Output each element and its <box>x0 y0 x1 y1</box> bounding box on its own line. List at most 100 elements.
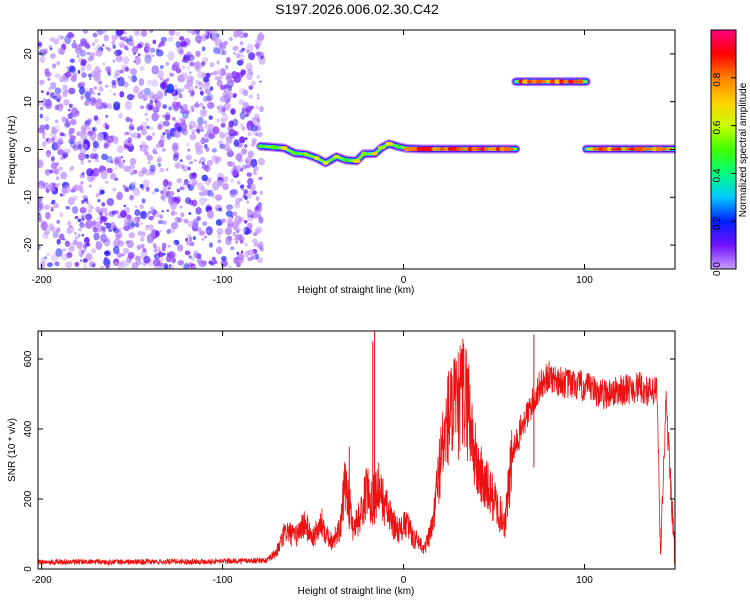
noise-speck <box>194 252 198 255</box>
noise-speck <box>79 86 85 95</box>
noise-speck <box>63 148 71 155</box>
noise-speck <box>74 232 77 235</box>
noise-speck <box>91 56 95 60</box>
noise-speck <box>217 239 222 244</box>
noise-speck <box>240 123 244 128</box>
noise-speck <box>104 180 109 184</box>
noise-speck <box>45 98 52 107</box>
noise-speck <box>38 202 43 212</box>
noise-speck <box>67 246 75 252</box>
noise-speck <box>221 255 227 262</box>
noise-speck <box>127 41 133 46</box>
noise-speck <box>136 244 142 250</box>
snr-spikes <box>348 331 535 530</box>
noise-speck <box>127 75 131 79</box>
noise-speck <box>69 58 75 64</box>
noise-speck <box>159 65 164 70</box>
noise-speck <box>62 40 66 44</box>
noise-speck <box>207 101 215 109</box>
noise-speck <box>77 233 81 238</box>
noise-speck <box>44 98 53 109</box>
noise-speck <box>124 32 127 35</box>
noise-speck <box>82 195 88 200</box>
noise-speck <box>112 44 116 49</box>
noise-speck <box>236 227 241 232</box>
noise-speck <box>43 48 48 54</box>
noise-speck <box>81 143 88 150</box>
noise-speck <box>140 141 147 148</box>
noise-speck <box>73 40 76 44</box>
noise-speck <box>203 120 208 125</box>
noise-speck <box>65 117 69 123</box>
noise-speck <box>179 105 183 110</box>
noise-speck <box>99 189 105 195</box>
noise-speck <box>92 227 98 233</box>
noise-speck <box>198 160 201 164</box>
noise-speck <box>215 194 223 201</box>
noise-speck <box>95 206 101 213</box>
noise-speck <box>146 102 154 111</box>
noise-speck <box>50 208 54 212</box>
noise-speck <box>92 126 97 133</box>
noise-speck <box>138 169 145 177</box>
noise-speck <box>177 259 185 266</box>
noise-speck <box>152 147 156 151</box>
noise-speck <box>254 172 258 176</box>
noise-speck <box>140 210 148 220</box>
noise-speck <box>123 165 131 173</box>
noise-speck <box>161 242 167 249</box>
noise-speck <box>250 80 256 86</box>
noise-speck <box>56 61 61 66</box>
noise-speck <box>59 156 64 161</box>
noise-speck <box>255 205 260 210</box>
noise-speck <box>139 204 144 210</box>
noise-speck <box>183 263 190 269</box>
noise-speck <box>195 147 203 155</box>
hot-spot <box>291 151 299 155</box>
noise-speck <box>168 263 172 268</box>
noise-speck <box>186 30 192 33</box>
noise-speck <box>129 68 138 76</box>
noise-speck <box>221 111 227 116</box>
noise-speck <box>105 222 112 230</box>
noise-speck <box>119 91 125 98</box>
noise-speck <box>208 115 213 120</box>
hot-spot <box>352 158 361 164</box>
noise-speck <box>61 253 69 261</box>
noise-speck <box>53 92 57 97</box>
noise-speck <box>119 69 124 74</box>
noise-speck <box>177 188 181 191</box>
noise-speck <box>226 78 234 88</box>
noise-speck <box>117 240 125 247</box>
noise-speck <box>199 108 207 117</box>
noise-speck <box>131 264 138 269</box>
colorbar-tick-label: 0.0 <box>712 262 723 276</box>
noise-speck <box>182 180 189 190</box>
colorbar-label: Normalized spectral amplitude <box>738 82 749 217</box>
noise-speck <box>39 113 44 119</box>
noise-speck <box>246 200 250 204</box>
noise-speck <box>187 148 191 152</box>
noise-speck <box>79 188 85 194</box>
noise-speck <box>87 208 92 214</box>
noise-speck <box>206 230 210 234</box>
noise-speck <box>180 212 185 218</box>
y-tick-label: 200 <box>23 490 34 507</box>
noise-speck <box>245 62 253 71</box>
noise-speck <box>171 251 175 256</box>
noise-speck <box>74 261 80 267</box>
noise-speck <box>247 131 252 137</box>
noise-speck <box>249 183 256 192</box>
noise-speck <box>183 179 189 186</box>
noise-speck <box>80 180 84 185</box>
noise-speck <box>255 196 260 201</box>
noise-speck <box>137 170 145 177</box>
noise-speck <box>172 61 180 70</box>
noise-speck <box>140 121 148 129</box>
noise-speck <box>257 213 262 219</box>
noise-speck <box>64 240 71 247</box>
noise-speck <box>203 95 208 103</box>
noise-speck <box>174 107 179 113</box>
noise-speck <box>44 123 50 131</box>
noise-speck <box>47 77 51 81</box>
